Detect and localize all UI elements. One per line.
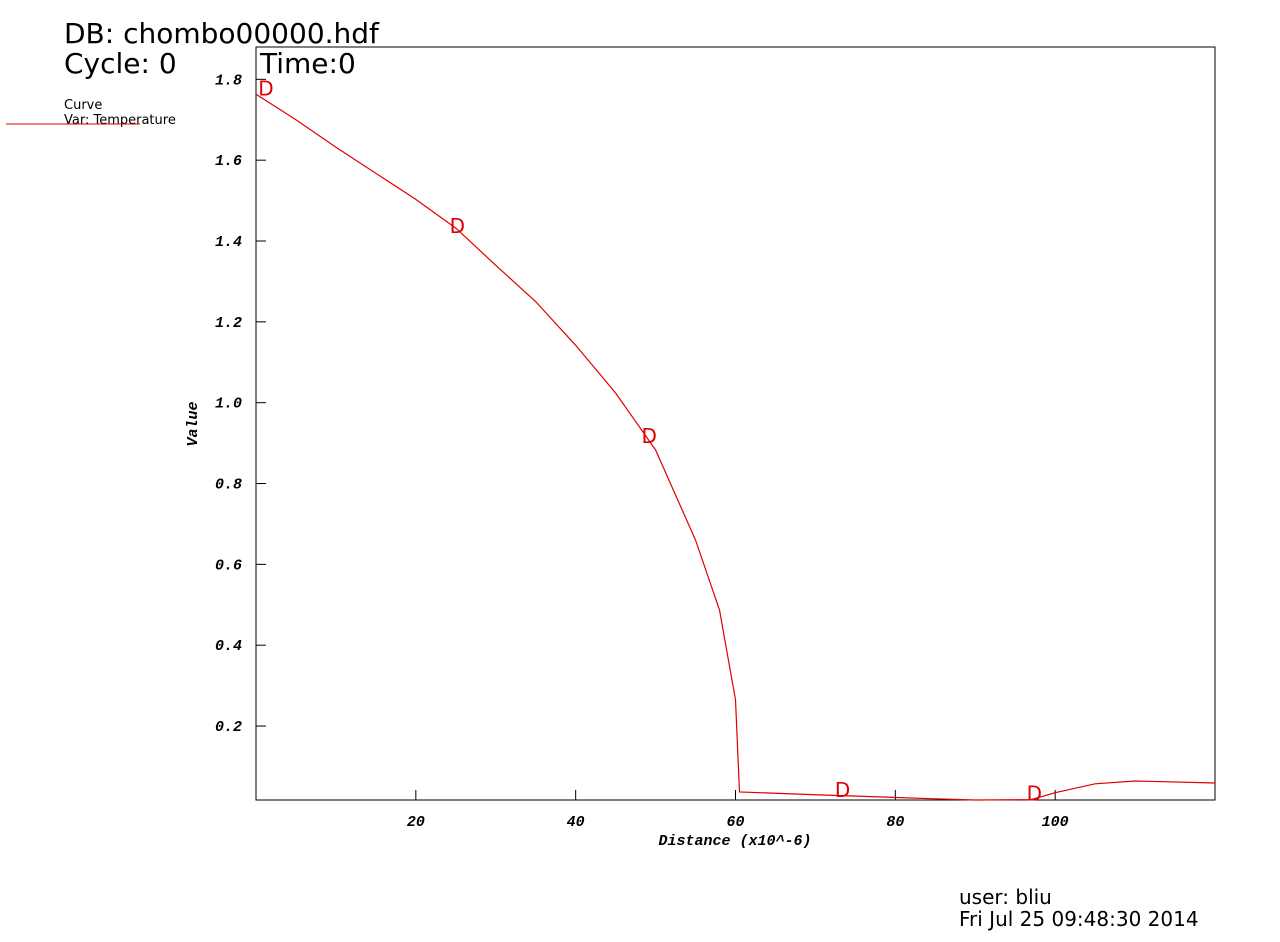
- plot-frame: [255, 46, 1216, 801]
- x-tick-label: 100: [1042, 814, 1069, 831]
- y-tick-label: 1.4: [215, 234, 242, 251]
- y-tick-label: 1.0: [215, 396, 242, 413]
- y-axis-label: Value: [185, 401, 202, 446]
- user-label: user: bliu: [959, 885, 1052, 909]
- y-tick-label: 1.2: [215, 315, 242, 332]
- x-axis-label: Distance (x10^-6): [658, 833, 811, 850]
- point-marker: D: [835, 778, 850, 802]
- y-tick-label: 0.2: [215, 719, 242, 736]
- cycle-label: Cycle: 0: [64, 47, 177, 80]
- date-label: Fri Jul 25 09:48:30 2014: [959, 907, 1199, 931]
- point-marker: D: [1027, 782, 1042, 806]
- y-tick-label: 0.4: [215, 638, 242, 655]
- x-tick-label: 40: [567, 814, 585, 831]
- legend-label: Var: Temperature: [64, 113, 176, 128]
- x-tick-label: 20: [407, 814, 425, 831]
- y-tick-label: 0.6: [215, 557, 242, 574]
- x-tick-label: 80: [886, 814, 904, 831]
- y-tick-label: 0.8: [215, 477, 242, 494]
- point-marker: D: [258, 76, 273, 100]
- legend-title: Curve: [64, 98, 102, 113]
- series-line: [255, 93, 1216, 801]
- point-marker: D: [641, 424, 656, 448]
- x-tick-label: 60: [726, 814, 744, 831]
- point-marker: D: [450, 214, 465, 238]
- chart-title: DB: chombo00000.hdf: [64, 17, 380, 50]
- time-label: Time:0: [259, 47, 356, 80]
- y-tick-label: 1.6: [215, 153, 242, 170]
- y-tick-label: 1.8: [215, 72, 242, 89]
